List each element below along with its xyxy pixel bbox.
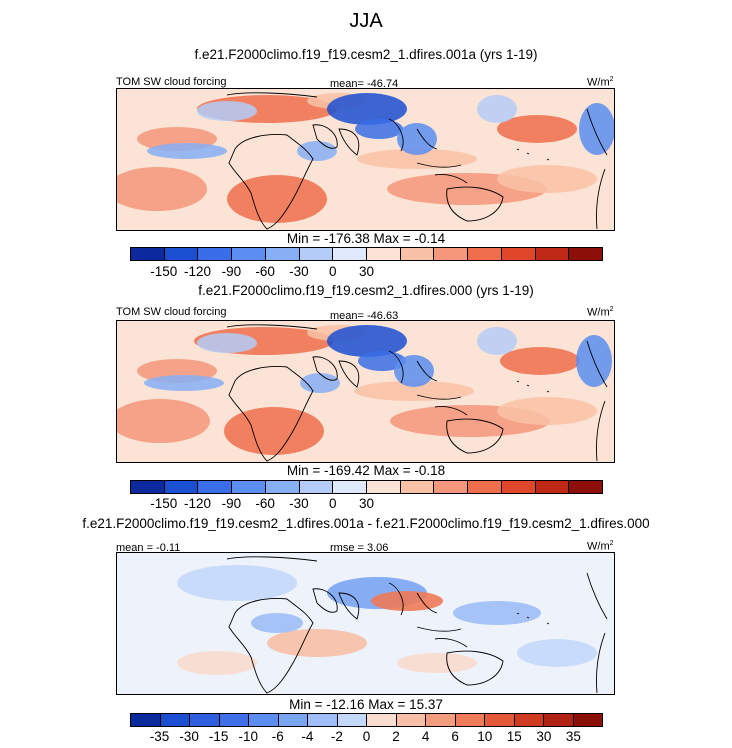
colorbar-swatch [535, 481, 570, 493]
panel-3-min-max: Min = -12.16 Max = 15.37 [289, 697, 443, 712]
colorbar-swatch [501, 248, 536, 260]
panel-1-mean-label: mean= -46.74 [330, 78, 399, 90]
panel-3-rmse-label: rmse = 3.06 [330, 542, 389, 554]
colorbar-swatch [265, 248, 300, 260]
colorbar-swatch [573, 714, 602, 726]
colorbar-tick-label: -60 [255, 496, 275, 511]
colorbar-tick-label: -90 [221, 264, 242, 279]
colorbar-swatch [485, 714, 515, 726]
colorbar-tick-label: -60 [255, 264, 275, 279]
panel-1-units: W/m2 [587, 76, 614, 89]
colorbar-tick-label: 0 [328, 264, 337, 279]
colorbar-tick-label: 30 [358, 496, 375, 511]
colorbar-tick-label: -6 [271, 729, 284, 744]
colorbar-tick-label: -120 [184, 264, 212, 279]
panel-3-colorbar [130, 713, 603, 727]
panel-2-variable-label: TOM SW cloud forcing [116, 306, 227, 318]
colorbar-swatch [434, 248, 469, 260]
colorbar-swatch [514, 714, 544, 726]
colorbar-swatch [400, 248, 435, 260]
colorbar-swatch [265, 481, 300, 493]
colorbar-swatch [434, 481, 469, 493]
colorbar-swatch [131, 714, 161, 726]
colorbar-tick-label: -150 [150, 264, 178, 279]
colorbar-swatch [367, 248, 401, 260]
colorbar-swatch [299, 248, 334, 260]
colorbar-swatch [501, 481, 536, 493]
colorbar-tick-label: -15 [208, 729, 229, 744]
colorbar-tick-label: -150 [150, 496, 178, 511]
colorbar-tick-label: -90 [221, 496, 242, 511]
colorbar-tick-label: 35 [565, 729, 581, 744]
panel-1-min-max: Min = -176.38 Max = -0.14 [286, 231, 446, 246]
panel-3-units: W/m2 [587, 540, 614, 553]
colorbar-tick-label: -30 [289, 496, 309, 511]
colorbar-swatch [535, 248, 570, 260]
panel-1-colorbar-ticks: -150 -120 -90 -60 -30 0 30 [130, 264, 603, 280]
colorbar-tick-label: 15 [506, 729, 522, 744]
colorbar-tick-label: -35 [149, 729, 170, 744]
panel-2-map [116, 320, 615, 463]
colorbar-tick-label: -10 [238, 729, 259, 744]
colorbar-swatch [367, 714, 397, 726]
panel-3-colorbar-ticks: -35 -30 -15 -10 -6 -4 -2 0 2 4 6 10 15 30 35 [130, 729, 603, 745]
colorbar-swatch [299, 481, 334, 493]
colorbar-swatch [569, 248, 603, 260]
colorbar-tick-label: 2 [392, 729, 400, 744]
colorbar-swatch [544, 714, 574, 726]
colorbar-swatch [232, 481, 266, 493]
colorbar-swatch [198, 481, 233, 493]
colorbar-tick-label: -120 [184, 496, 212, 511]
colorbar-swatch [131, 481, 165, 493]
panel-2-colorbar [130, 480, 603, 494]
colorbar-tick-label: -30 [179, 729, 199, 744]
panel-3-mean-label: mean = -0.11 [116, 542, 181, 554]
colorbar-swatch [219, 714, 249, 726]
colorbar-tick-label: 0 [328, 496, 337, 511]
colorbar-swatch [164, 481, 199, 493]
colorbar-swatch [337, 714, 367, 726]
colorbar-swatch [400, 481, 435, 493]
colorbar-swatch [333, 481, 368, 493]
colorbar-swatch [249, 714, 279, 726]
panel-2-title: f.e21.F2000climo.f19_f19.cesm2_1.dfires.… [198, 283, 534, 298]
colorbar-swatch [333, 248, 368, 260]
panel-1-title: f.e21.F2000climo.f19_f19.cesm2_1.dfires.… [194, 47, 538, 62]
colorbar-swatch [232, 248, 266, 260]
colorbar-swatch [164, 248, 199, 260]
colorbar-swatch [190, 714, 220, 726]
colorbar-swatch [426, 714, 456, 726]
colorbar-swatch [278, 714, 308, 726]
colorbar-swatch [569, 481, 603, 493]
colorbar-swatch [160, 714, 190, 726]
colorbar-swatch [367, 481, 401, 493]
colorbar-swatch [455, 714, 485, 726]
colorbar-swatch [131, 248, 165, 260]
panel-1-variable-label: TOM SW cloud forcing [116, 76, 227, 88]
panel-2-units: W/m2 [587, 306, 614, 319]
colorbar-swatch [198, 248, 233, 260]
panel-1-colorbar [130, 247, 603, 261]
panel-1-map [116, 88, 615, 231]
panel-2-mean-label: mean= -46.63 [330, 310, 399, 322]
colorbar-tick-label: 0 [362, 729, 371, 744]
colorbar-tick-label: 30 [358, 264, 375, 279]
page-title: JJA [349, 10, 383, 32]
colorbar-tick-label: 4 [421, 729, 430, 744]
panel-3-title: f.e21.F2000climo.f19_f19.cesm2_1.dfires.… [82, 516, 650, 531]
colorbar-tick-label: -2 [330, 729, 343, 744]
colorbar-tick-label: 6 [451, 729, 459, 744]
panel-2-min-max: Min = -169.42 Max = -0.18 [286, 463, 446, 478]
panel-2-colorbar-ticks: -150 -120 -90 -60 -30 0 30 [130, 496, 603, 512]
colorbar-tick-label: -30 [289, 264, 309, 279]
colorbar-swatch [468, 248, 502, 260]
colorbar-tick-label: 30 [536, 729, 552, 744]
panel-3-map [116, 552, 615, 695]
colorbar-tick-label: 10 [477, 729, 493, 744]
colorbar-tick-label: -4 [301, 729, 314, 744]
colorbar-swatch [396, 714, 426, 726]
colorbar-swatch [308, 714, 338, 726]
colorbar-swatch [468, 481, 502, 493]
